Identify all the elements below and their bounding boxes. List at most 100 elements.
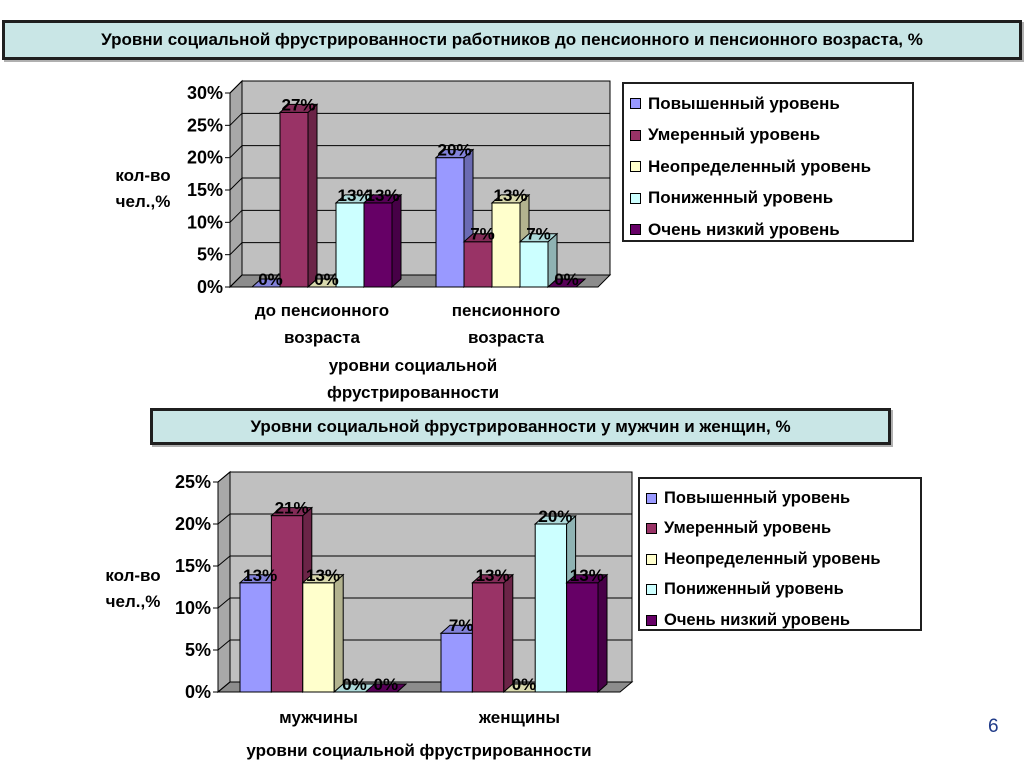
gridline — [229, 145, 610, 159]
bar-front — [534, 523, 568, 693]
data-label: 27% — [281, 95, 315, 114]
y-axis-title: чел.,% — [116, 192, 171, 211]
x-axis-title: фрустрированности — [327, 383, 499, 402]
y-tick-label: 15% — [175, 556, 211, 576]
data-label: 13% — [365, 186, 399, 205]
bar — [546, 278, 587, 288]
chart2-legend: Повышенный уровень Умеренный уровень Нео… — [638, 477, 922, 631]
bar — [434, 148, 475, 289]
data-label: 7% — [526, 225, 551, 244]
legend-swatch — [630, 98, 641, 110]
gridline — [217, 513, 632, 525]
gridline — [229, 177, 610, 191]
legend-item: Пониженный уровень — [646, 575, 914, 606]
bar-front — [471, 582, 505, 693]
gridline — [217, 471, 632, 483]
x-category-label: пенсионного — [452, 301, 560, 320]
data-label: 7% — [449, 616, 474, 635]
data-label: 13% — [570, 566, 604, 585]
y-tick-label: 5% — [197, 245, 223, 265]
legend-label: Очень низкий уровень — [648, 219, 840, 239]
bar-front — [566, 582, 599, 693]
data-label: 0% — [314, 270, 339, 289]
bar-top — [434, 149, 475, 159]
bar-top — [301, 574, 345, 584]
legend-item: Очень низкий уровень — [630, 214, 906, 246]
data-label: 0% — [374, 675, 399, 694]
legend-swatch — [646, 614, 657, 626]
data-label: 13% — [476, 566, 510, 585]
data-label: 13% — [243, 566, 277, 585]
bar-top — [364, 683, 408, 693]
y-tick-label: 0% — [197, 277, 223, 297]
x-category-label: возраста — [284, 328, 360, 347]
legend-item: Повышенный уровень — [646, 483, 914, 514]
legend-swatch — [630, 224, 641, 236]
chart1-legend: Повышенный уровень Умеренный уровень Нео… — [622, 82, 914, 242]
legend-swatch — [646, 523, 657, 535]
gridline — [229, 209, 610, 223]
x-axis-title: уровни социальной — [329, 356, 497, 375]
y-tick-label: 0% — [185, 682, 211, 702]
bar-top — [471, 574, 515, 584]
legend-label: Повышенный уровень — [664, 488, 851, 507]
data-label: 0% — [342, 675, 367, 694]
legend-swatch — [646, 492, 657, 504]
legend-label: Неопределенный уровень — [664, 549, 881, 568]
legend-label: Повышенный уровень — [648, 93, 840, 113]
bar — [518, 232, 559, 289]
y-tick-label: 15% — [187, 180, 223, 200]
legend-item: Пониженный уровень — [630, 183, 906, 215]
legend-item: Очень низкий уровень — [646, 605, 914, 636]
legend-item: Повышенный уровень — [630, 88, 906, 120]
bar-front — [463, 241, 493, 288]
bar — [565, 573, 609, 694]
bar-side — [597, 573, 608, 694]
data-label: 0% — [512, 675, 537, 694]
x-category-label: возраста — [468, 328, 544, 347]
legend-label: Пониженный уровень — [648, 188, 834, 208]
bar-top — [533, 515, 577, 525]
bar-front — [363, 202, 393, 288]
bar — [301, 573, 345, 694]
bar-top — [278, 103, 319, 113]
x-category-label: мужчины — [279, 708, 358, 727]
data-label: 13% — [493, 186, 527, 205]
bar-front — [519, 241, 549, 288]
y-tick-label: 10% — [175, 598, 211, 618]
bar-top — [546, 278, 587, 288]
y-axis-title: кол-во — [105, 566, 160, 585]
x-axis-title: уровни социальной фрустрированности — [246, 741, 591, 760]
bar-top — [490, 194, 531, 204]
data-label: 20% — [437, 141, 471, 160]
y-tick-label: 25% — [187, 115, 223, 135]
legend-label: Умеренный уровень — [664, 519, 832, 538]
data-label: 20% — [538, 507, 572, 526]
bar-front — [302, 582, 335, 693]
gridline — [217, 555, 632, 567]
gridline — [229, 80, 610, 94]
bar — [278, 103, 319, 289]
y-axis-title: чел.,% — [106, 592, 161, 611]
legend-item: Неопределенный уровень — [646, 544, 914, 575]
legend-item: Неопределенный уровень — [630, 151, 906, 183]
bar-top — [565, 574, 609, 584]
y-tick-label: 30% — [187, 83, 223, 103]
y-axis-title: кол-во — [115, 166, 170, 185]
y-tick-label: 20% — [175, 514, 211, 534]
legend-swatch — [630, 129, 641, 141]
legend-label: Неопределенный уровень — [648, 156, 872, 176]
data-label: 21% — [275, 499, 309, 518]
data-label: 7% — [470, 225, 495, 244]
data-label: 0% — [554, 270, 579, 289]
y-tick-label: 25% — [175, 472, 211, 492]
plot-side-wall — [217, 470, 231, 694]
legend-item: Умеренный уровень — [630, 120, 906, 152]
data-label: 13% — [337, 186, 371, 205]
chart1-title: Уровни социальной фрустрированности рабо… — [2, 20, 1022, 60]
bar-top — [362, 194, 403, 204]
legend-swatch — [630, 192, 641, 204]
y-tick-label: 10% — [187, 212, 223, 232]
